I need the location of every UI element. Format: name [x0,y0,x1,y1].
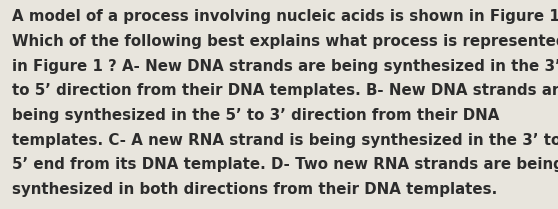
Text: synthesized in both directions from their DNA templates.: synthesized in both directions from thei… [12,182,498,197]
Text: templates. C- A new RNA strand is being synthesized in the 3’ to: templates. C- A new RNA strand is being … [12,133,558,148]
Text: A model of a process involving nucleic acids is shown in Figure 1.: A model of a process involving nucleic a… [12,9,558,24]
Text: to 5’ direction from their DNA templates. B- New DNA strands are: to 5’ direction from their DNA templates… [12,83,558,98]
Text: being synthesized in the 5’ to 3’ direction from their DNA: being synthesized in the 5’ to 3’ direct… [12,108,499,123]
Text: 5’ end from its DNA template. D- Two new RNA strands are being: 5’ end from its DNA template. D- Two new… [12,157,558,172]
Text: in Figure 1 ? A- New DNA strands are being synthesized in the 3’: in Figure 1 ? A- New DNA strands are bei… [12,59,558,74]
Text: Which of the following best explains what process is represented: Which of the following best explains wha… [12,34,558,49]
